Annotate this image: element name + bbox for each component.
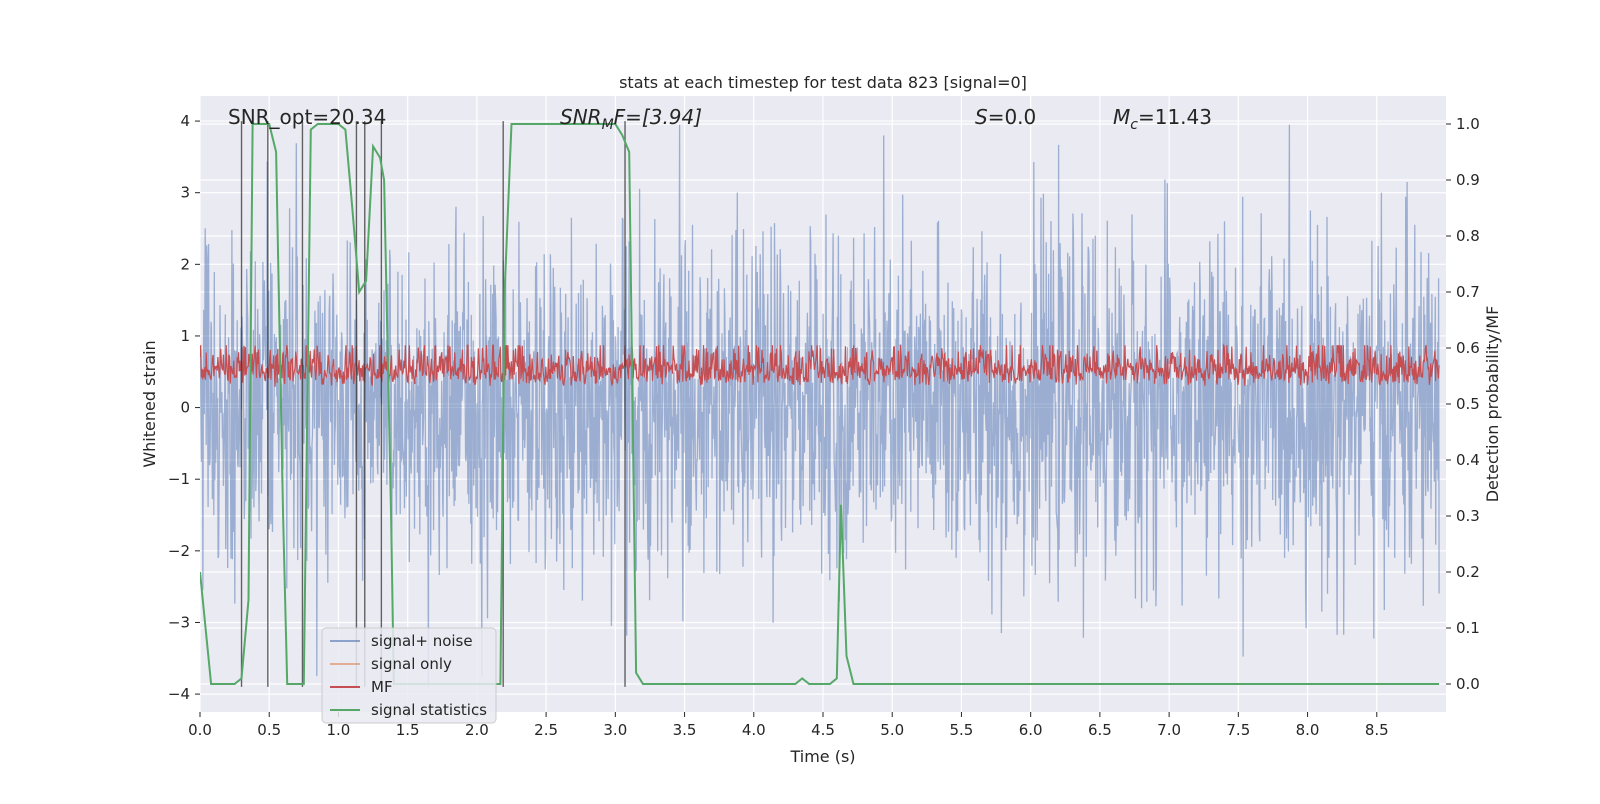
chart-title: stats at each timestep for test data 823… <box>619 73 1027 92</box>
x-axis-label: Time (s) <box>789 747 855 766</box>
annotation-snr-opt: SNR_opt=20.34 <box>228 105 386 129</box>
y-tick-label-left: 3 <box>180 184 190 202</box>
y-tick-label-right: 0.8 <box>1456 227 1480 245</box>
x-tick-label: 5.5 <box>950 721 974 739</box>
annotation-snr-mf-f: F=[3.94] <box>614 105 702 129</box>
x-tick-label: 0.0 <box>188 721 212 739</box>
x-tick-label: 2.0 <box>465 721 489 739</box>
y-tick-label-left: 1 <box>180 327 190 345</box>
y-tick-label-left: 4 <box>180 112 190 130</box>
annotation-s-value: =0.0 <box>988 105 1037 129</box>
y-tick-label-left: −2 <box>168 542 190 560</box>
annotation-mc-sub: c <box>1130 117 1138 133</box>
y-axis-right-label: Detection probability/MF <box>1483 306 1502 503</box>
y-tick-label-right: 0.4 <box>1456 451 1480 469</box>
x-tick-label: 6.0 <box>1019 721 1043 739</box>
y-tick-label-right: 1.0 <box>1456 115 1480 133</box>
x-tick-label: 8.0 <box>1296 721 1320 739</box>
y-axis-left-ticks: −4 −3 −2 −1 0 1 2 3 4 <box>168 112 200 703</box>
annotation-snr-mf: SNRMF=[3.94] <box>560 105 702 133</box>
x-tick-label: 7.5 <box>1226 721 1250 739</box>
annotation-mc: Mc=11.43 <box>1113 105 1212 133</box>
y-tick-label-right: 0.1 <box>1456 619 1480 637</box>
x-tick-label: 4.5 <box>811 721 835 739</box>
y-tick-label-left: 0 <box>180 399 190 417</box>
x-tick-label: 3.5 <box>673 721 697 739</box>
y-tick-label-left: −1 <box>168 470 190 488</box>
x-tick-label: 0.5 <box>257 721 281 739</box>
annotation-s: S=0.0 <box>975 105 1036 129</box>
x-tick-label: 8.5 <box>1365 721 1389 739</box>
y-tick-label-left: −4 <box>168 685 190 703</box>
x-tick-label: 2.5 <box>534 721 558 739</box>
x-tick-label: 3.0 <box>603 721 627 739</box>
annotation-snr-mf-sub: M <box>602 117 614 133</box>
series-mf <box>200 343 1440 387</box>
x-tick-label: 4.0 <box>742 721 766 739</box>
y-tick-label-left: −3 <box>168 613 190 631</box>
y-tick-label-right: 0.6 <box>1456 339 1480 357</box>
y-tick-label-left: 2 <box>180 255 190 273</box>
y-axis-right-ticks: 0.0 0.1 0.2 0.3 0.4 0.5 0.6 0.7 0.8 0.9 1.0 <box>1446 115 1480 693</box>
legend-label-mf: MF <box>371 678 393 696</box>
x-tick-label: 6.5 <box>1088 721 1112 739</box>
y-tick-label-right: 0.2 <box>1456 563 1480 581</box>
annotation-mc-base: M <box>1113 105 1130 129</box>
annotation-s-label: S <box>975 105 988 129</box>
legend-label-signal-only: signal only <box>371 655 452 673</box>
legend: signal+ noise signal only MF signal stat… <box>321 627 497 724</box>
y-axis-left-label: Whitened strain <box>140 340 159 467</box>
x-tick-label: 5.0 <box>880 721 904 739</box>
legend-label-signal-statistics: signal statistics <box>371 701 487 719</box>
x-tick-label: 7.0 <box>1157 721 1181 739</box>
x-tick-label: 1.0 <box>327 721 351 739</box>
legend-label-signal-noise: signal+ noise <box>371 632 473 650</box>
annotation-snr-mf-base: SNR <box>560 105 602 129</box>
y-tick-label-right: 0.5 <box>1456 395 1480 413</box>
x-axis-ticks: 0.0 0.5 1.0 1.5 2.0 2.5 3.0 3.5 4.0 4.5 5.0 5.5 6.0 6… <box>188 712 1389 739</box>
annotation-mc-value: =11.43 <box>1138 105 1212 129</box>
legend-box <box>321 627 497 724</box>
y-tick-label-right: 0.7 <box>1456 283 1480 301</box>
y-tick-label-right: 0.3 <box>1456 507 1480 525</box>
y-tick-label-right: 0.0 <box>1456 675 1480 693</box>
y-tick-label-right: 0.9 <box>1456 171 1480 189</box>
series-signal-noise <box>200 124 1440 687</box>
x-tick-label: 1.5 <box>396 721 420 739</box>
